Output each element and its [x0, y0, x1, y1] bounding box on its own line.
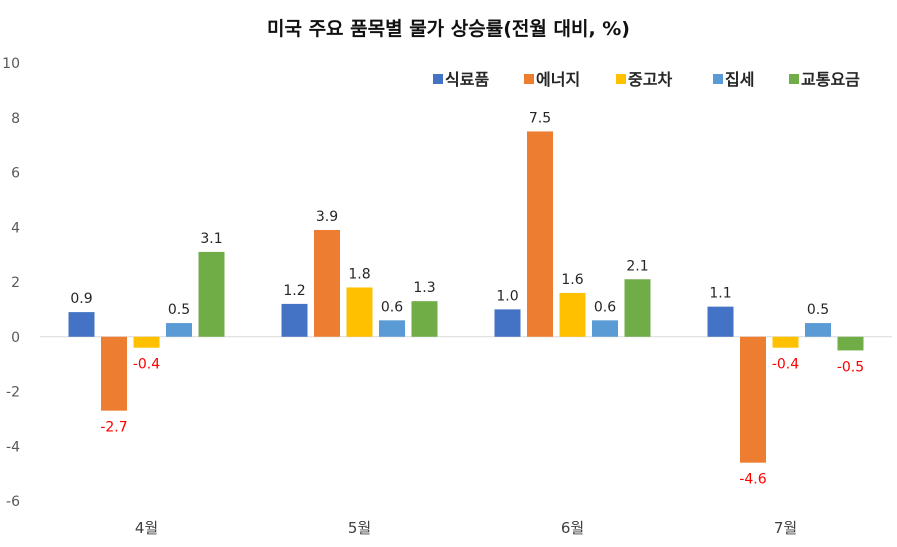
- bar-집세-4월: [166, 323, 192, 337]
- bar-중고차-4월: [133, 336, 160, 348]
- legend-label: 교통요금: [801, 70, 860, 89]
- legend-swatch: [433, 74, 443, 84]
- data-label: 1.3: [413, 280, 435, 296]
- y-tick-label: 6: [11, 166, 20, 182]
- legend-label: 식료품: [445, 70, 489, 89]
- y-tick-label: 2: [11, 275, 20, 291]
- y-axis: 10 8 6 4 2 0 -2 -4 -6: [2, 56, 20, 510]
- data-label: -4.6: [739, 472, 766, 488]
- bar-집세-7월: [805, 323, 831, 337]
- data-label: 1.2: [283, 283, 305, 299]
- legend-swatch: [789, 74, 799, 84]
- bar-식료품-4월: [68, 312, 95, 337]
- x-category-label: 5월: [348, 519, 371, 537]
- data-label: 3.1: [200, 231, 222, 247]
- legend-label: 집세: [725, 70, 754, 89]
- y-tick-label: 4: [11, 220, 20, 236]
- data-labels: 0.9 -2.7 -0.4 0.5 3.1 1.2 3.9 1.8 0.6 1.3 1.0 7.5 1.…: [70, 110, 864, 487]
- bar-식료품-5월: [281, 303, 308, 337]
- data-label: 0.6: [381, 299, 403, 315]
- bar-에너지-5월: [314, 229, 340, 337]
- data-label: -0.4: [133, 357, 160, 373]
- data-label: 7.5: [529, 110, 551, 126]
- x-axis: 4월 5월 6월 7월: [135, 519, 797, 537]
- bars: [68, 131, 864, 463]
- y-tick-label: -6: [6, 494, 20, 510]
- legend: 식료품 에너지 중고차 집세 교통요금: [433, 70, 860, 89]
- bar-집세-5월: [379, 320, 405, 337]
- bar-에너지-4월: [101, 336, 127, 411]
- data-label: 0.5: [168, 302, 190, 318]
- data-label: -0.4: [772, 357, 799, 373]
- data-label: 1.8: [348, 266, 370, 282]
- data-label: -2.7: [100, 420, 127, 436]
- bar-교통요금-4월: [198, 251, 225, 337]
- x-category-label: 7월: [774, 519, 797, 537]
- data-label: 1.0: [496, 288, 518, 304]
- data-label: 3.9: [316, 209, 338, 225]
- bar-중고차-7월: [772, 336, 799, 348]
- y-tick-label: -2: [6, 385, 20, 401]
- data-label: 2.1: [626, 258, 648, 274]
- y-tick-label: 0: [11, 330, 20, 346]
- y-tick-label: 10: [2, 56, 20, 72]
- bar-교통요금-7월: [837, 336, 864, 351]
- y-tick-label: 8: [11, 111, 20, 127]
- bar-에너지-7월: [740, 336, 766, 463]
- legend-swatch: [524, 74, 534, 84]
- bar-중고차-5월: [346, 287, 373, 337]
- data-label: 0.6: [594, 299, 616, 315]
- data-label: 1.6: [561, 272, 583, 288]
- x-category-label: 6월: [561, 519, 584, 537]
- bar-집세-6월: [592, 320, 618, 337]
- data-label: 0.9: [70, 291, 92, 307]
- data-label: 1.1: [709, 286, 731, 302]
- bar-교통요금-5월: [411, 301, 438, 337]
- legend-label: 중고차: [628, 70, 672, 89]
- chart-title: 미국 주요 품목별 물가 상승률(전월 대비, %): [267, 18, 630, 40]
- x-category-label: 4월: [135, 519, 158, 537]
- bar-교통요금-6월: [624, 279, 651, 337]
- legend-swatch: [713, 74, 723, 84]
- data-label: 0.5: [807, 302, 829, 318]
- bar-식료품-6월: [494, 309, 521, 337]
- legend-label: 에너지: [536, 70, 580, 89]
- bar-식료품-7월: [707, 306, 734, 337]
- bar-중고차-6월: [559, 292, 586, 337]
- data-label: -0.5: [837, 359, 864, 375]
- legend-swatch: [616, 74, 626, 84]
- bar-에너지-6월: [527, 131, 553, 337]
- y-tick-label: -4: [6, 439, 20, 455]
